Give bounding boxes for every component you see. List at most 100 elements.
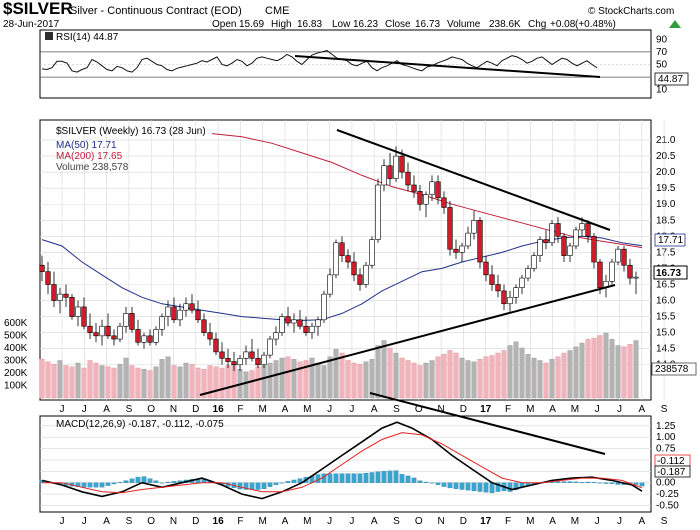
- volume-tick-label: 500K: [4, 331, 28, 342]
- watermark: © StockCharts.com: [588, 6, 674, 17]
- macd-histogram-bar: [453, 482, 459, 489]
- macd-histogram-bar: [615, 482, 621, 485]
- macd-x-tick-label: S: [393, 516, 400, 527]
- candle-down: [39, 264, 45, 272]
- price-value-tag-text: 16.73: [656, 268, 681, 279]
- volume-tick-label: 300K: [4, 356, 28, 367]
- ma50-value-tag-text: 17.71: [658, 235, 683, 246]
- macd-histogram-bar: [93, 482, 99, 488]
- candle-down: [561, 236, 567, 256]
- x-tick-label: 17: [480, 404, 492, 415]
- x-tick-label: A: [638, 404, 645, 415]
- volume-bar: [165, 356, 171, 399]
- candle-up: [279, 316, 285, 333]
- volume-bar: [513, 341, 519, 399]
- macd-histogram-bar: [603, 482, 609, 484]
- price-layer: 21.020.520.019.519.018.518.017.517.016.5…: [4, 120, 676, 527]
- macd-histogram-bar: [87, 482, 93, 488]
- volume-bar: [117, 364, 123, 399]
- price-tick-label: 16.5: [656, 279, 676, 290]
- volume-bar: [633, 340, 639, 399]
- candle-down: [555, 223, 561, 237]
- macd-histogram-bar: [555, 481, 561, 483]
- candle-up: [123, 313, 129, 327]
- candle-up: [165, 306, 171, 317]
- price-support-trendline: [199, 284, 616, 396]
- volume-bar: [339, 352, 345, 399]
- volume-bar: [555, 356, 561, 399]
- macd-value-tag: [654, 465, 691, 478]
- macd-x-tick-label: A: [549, 516, 556, 527]
- price-label: $SILVER (Weekly) 16.73 (28 Jun): [56, 126, 206, 137]
- macd-histogram-bar: [387, 470, 393, 483]
- x-tick-label: O: [415, 404, 423, 415]
- macd-x-tick-label: O: [147, 516, 155, 527]
- volume-bar: [573, 346, 579, 399]
- candle-up: [381, 165, 387, 186]
- volume-bar: [387, 347, 393, 399]
- x-tick-label: S: [393, 404, 400, 415]
- price-tick-label: 21.0: [656, 135, 676, 146]
- macd-x-tick-label: M: [303, 516, 311, 527]
- rsi-line: [41, 50, 598, 73]
- candle-up: [579, 223, 585, 231]
- volume-bar: [405, 360, 411, 399]
- candle-up: [609, 261, 615, 282]
- candle-up: [267, 338, 273, 356]
- price-tick-label: 20.0: [656, 167, 676, 178]
- x-tick-label: J: [595, 404, 600, 415]
- macd-histogram-bar: [639, 482, 645, 487]
- candle-down: [339, 242, 345, 256]
- rsi-tick-label: 50: [656, 60, 668, 71]
- volume-bar: [345, 360, 351, 399]
- macd-histogram-bar: [333, 473, 339, 483]
- macd-trendline: [369, 392, 606, 455]
- candle-down: [387, 165, 393, 179]
- candle-down: [447, 207, 453, 250]
- macd-histogram-bar: [261, 482, 267, 489]
- candle-up: [549, 223, 555, 244]
- candle-up: [237, 358, 243, 366]
- volume-bar: [375, 345, 381, 399]
- candle-down: [495, 284, 501, 292]
- macd-signal-line: [42, 432, 643, 494]
- volume-bar: [75, 362, 81, 399]
- candle-up: [117, 325, 123, 340]
- macd-histogram-bar: [393, 470, 399, 483]
- candle-down: [351, 261, 357, 276]
- volume-tick-label: 100K: [4, 381, 28, 392]
- volume-bar: [549, 359, 555, 399]
- candle-up: [507, 297, 513, 305]
- macd-histogram-bar: [249, 482, 255, 490]
- macd-histogram-bar: [381, 471, 387, 483]
- candle-down: [483, 261, 489, 276]
- volume-bar: [561, 352, 567, 399]
- macd-histogram-bar: [285, 481, 291, 483]
- candle-up: [429, 181, 435, 195]
- macd-histogram-bar: [561, 481, 567, 483]
- candle-down: [45, 271, 51, 285]
- volume-bar: [627, 344, 633, 399]
- volume-bar: [525, 354, 531, 399]
- volume-bar: [459, 357, 465, 399]
- volume-bar: [279, 357, 285, 399]
- macd-histogram-bar: [435, 482, 441, 485]
- candle-down: [171, 306, 177, 321]
- volume-bar: [261, 365, 267, 399]
- candle-down: [147, 335, 153, 343]
- macd-x-tick-label: S: [126, 516, 133, 527]
- macd-histogram-bar: [447, 482, 453, 489]
- rsi-legend-icon: [45, 32, 53, 40]
- macd-x-tick-label: A: [638, 516, 645, 527]
- macd-x-tick-label: M: [259, 516, 267, 527]
- ma50-value-tag: [654, 233, 686, 247]
- macd-histogram-bar: [255, 482, 261, 490]
- volume-tick-label: 600K: [4, 318, 28, 329]
- macd-histogram-bar: [267, 482, 273, 487]
- candle-up: [183, 303, 189, 311]
- high-label: High: [271, 19, 292, 30]
- candle-up: [519, 277, 525, 289]
- candle-down: [207, 332, 213, 340]
- volume-bar: [195, 367, 201, 399]
- x-tick-label: O: [147, 404, 155, 415]
